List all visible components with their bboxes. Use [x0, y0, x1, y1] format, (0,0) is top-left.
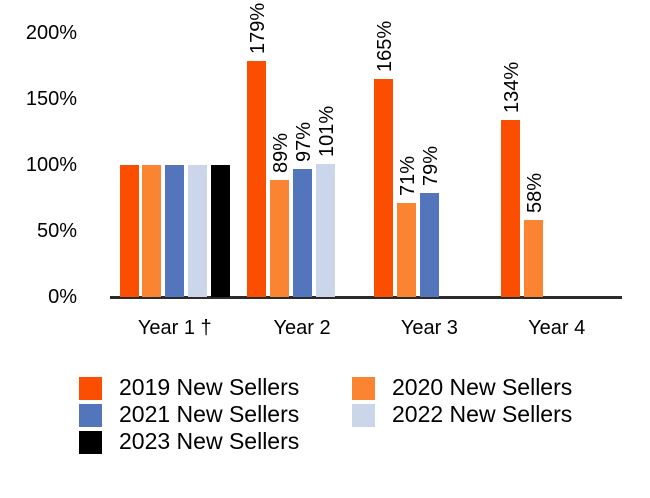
- legend-swatch: [79, 377, 102, 400]
- legend-swatch: [352, 404, 375, 427]
- y-axis-tick-label: 200%: [25, 22, 77, 44]
- x-axis-category-label: Year 2: [273, 317, 331, 339]
- bar-2023-year-1[interactable]: [211, 165, 231, 297]
- bar-2019-year-4[interactable]: [501, 120, 521, 297]
- bar-2020-year-4[interactable]: [524, 220, 544, 297]
- x-axis-category-label: Year 3: [400, 317, 458, 339]
- bar-2022-year-2[interactable]: [315, 163, 335, 297]
- bar-2021-year-1[interactable]: [165, 165, 185, 297]
- y-axis-tick-label: 100%: [25, 154, 77, 176]
- bar-2020-year-3[interactable]: [397, 203, 416, 297]
- bar-2021-year-2[interactable]: [292, 168, 312, 297]
- y-axis-tick-label: 50%: [36, 220, 77, 242]
- legend-label: 2021 New Sellers: [119, 401, 300, 427]
- x-axis-line: [110, 296, 622, 299]
- legend-swatch: [79, 404, 102, 427]
- legend-label: 2022 New Sellers: [392, 401, 573, 427]
- legend-label: 2020 New Sellers: [392, 374, 573, 400]
- y-axis-tick-label: 0%: [48, 286, 77, 308]
- legend-swatch: [352, 377, 375, 400]
- x-axis-category-label: Year 1 †: [137, 317, 212, 339]
- x-axis-category-label: Year 4: [528, 317, 586, 339]
- legend-swatch: [79, 431, 102, 454]
- bar-2019-year-3[interactable]: [374, 79, 394, 297]
- bar-2022-year-1[interactable]: [188, 165, 208, 297]
- legend-label: 2023 New Sellers: [119, 428, 300, 454]
- legend-label: 2019 New Sellers: [119, 374, 300, 400]
- y-axis-tick-label: 150%: [25, 88, 77, 110]
- bar-2020-year-2[interactable]: [269, 179, 289, 297]
- bar-2020-year-1[interactable]: [142, 165, 162, 297]
- bar-2019-year-2[interactable]: [246, 60, 266, 297]
- bar-2019-year-1[interactable]: [119, 165, 139, 297]
- bar-2021-year-3[interactable]: [419, 192, 439, 297]
